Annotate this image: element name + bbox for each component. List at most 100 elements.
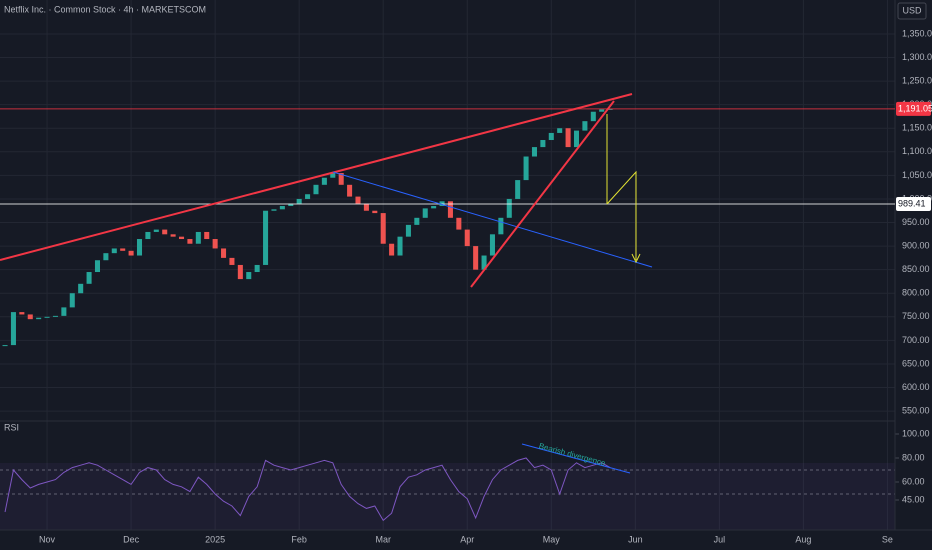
candle [237, 264, 243, 280]
candle [128, 250, 134, 256]
candle [355, 196, 361, 204]
candle [296, 198, 302, 204]
currency[interactable]: USD [902, 5, 922, 15]
candle [111, 248, 117, 254]
candle [573, 130, 580, 148]
candle [254, 264, 260, 273]
y-tick-label: 1,050.00 [902, 170, 932, 180]
candle [78, 283, 84, 294]
candle [321, 177, 327, 185]
candle [145, 231, 151, 240]
candle [548, 132, 554, 141]
candle [582, 121, 588, 131]
candle [162, 229, 168, 235]
x-tick-label: Jul [714, 534, 726, 544]
candle [363, 203, 369, 211]
y-tick-label: 600.00 [902, 382, 930, 392]
projection-arrow [606, 170, 637, 260]
y-tick-label: 650.00 [902, 358, 930, 368]
x-tick-label: Dec [123, 534, 140, 544]
x-tick-label: May [543, 534, 561, 544]
candle [372, 210, 378, 214]
x-tick-label: Mar [375, 534, 391, 544]
y-tick-label: 850.00 [902, 264, 930, 274]
y-tick-label: 60.00 [902, 476, 925, 486]
candle [414, 217, 420, 225]
candle [212, 239, 218, 249]
x-tick-label: Jun [628, 534, 643, 544]
y-tick-label: 900.00 [902, 240, 930, 250]
candle [136, 239, 143, 256]
y-tick-label: 800.00 [902, 288, 930, 298]
y-tick-label: 1,300.00 [902, 52, 932, 62]
candle [52, 315, 58, 317]
pane-title: RSI [4, 422, 19, 432]
candle [515, 180, 521, 199]
currency-button[interactable] [897, 2, 927, 20]
rsi-trend-line [521, 443, 631, 474]
candle [288, 203, 294, 207]
candle [2, 345, 8, 347]
candle [531, 147, 537, 157]
candle [271, 209, 277, 211]
y-tick-label: 45.00 [902, 494, 925, 504]
y-tick-label: 950.00 [902, 217, 930, 227]
candle [27, 314, 33, 320]
trend-line [332, 171, 653, 268]
candle [447, 201, 453, 218]
candle [590, 111, 596, 122]
candle [153, 229, 159, 232]
candle [380, 213, 386, 244]
candle [489, 234, 495, 256]
candle [422, 208, 428, 218]
x-tick-label: Se [882, 534, 893, 544]
candle [103, 253, 109, 261]
candle [246, 272, 252, 280]
candle [473, 246, 479, 270]
candle [279, 206, 285, 210]
chart-title: Netflix Inc. · Common Stock · 4h · MARKE… [4, 4, 206, 14]
candle [179, 236, 185, 240]
y-tick-label: 1,250.00 [902, 75, 932, 85]
candle [44, 316, 50, 318]
x-tick-label: Feb [291, 534, 307, 544]
candle [120, 248, 126, 251]
candle [397, 236, 403, 256]
candle [36, 317, 42, 320]
candle [229, 257, 235, 265]
candle [431, 206, 437, 209]
candle [347, 184, 353, 197]
arrow-head [631, 253, 641, 264]
x-tick-label: Apr [460, 534, 474, 544]
candle [456, 217, 462, 230]
candle [10, 312, 16, 346]
candle [204, 231, 210, 240]
candle [19, 312, 25, 315]
y-tick-label: 1,350.00 [902, 28, 932, 38]
rsi-band [0, 463, 895, 530]
y-tick-label: 80.00 [902, 452, 925, 462]
price-label: 1,191.05 [898, 103, 932, 113]
candle [263, 210, 269, 265]
candle [221, 248, 227, 258]
candle [94, 260, 101, 273]
candle [540, 140, 546, 148]
price-label: 989.41 [898, 198, 926, 208]
candle [305, 194, 311, 199]
y-tick-label: 1,150.00 [902, 123, 932, 133]
price-label-box [896, 101, 931, 116]
x-tick-label: Nov [39, 534, 56, 544]
candle [330, 173, 336, 178]
x-tick-label: 2025 [205, 534, 225, 544]
trend-line [0, 93, 633, 261]
y-tick-label: 700.00 [902, 335, 930, 345]
candle [170, 234, 176, 237]
x-tick-label: Aug [795, 534, 811, 544]
y-tick-label: 1,100.00 [902, 146, 932, 156]
candle [69, 293, 75, 308]
y-tick-label: 100.00 [902, 428, 930, 438]
price-label-box [896, 196, 931, 211]
candle [405, 224, 411, 237]
